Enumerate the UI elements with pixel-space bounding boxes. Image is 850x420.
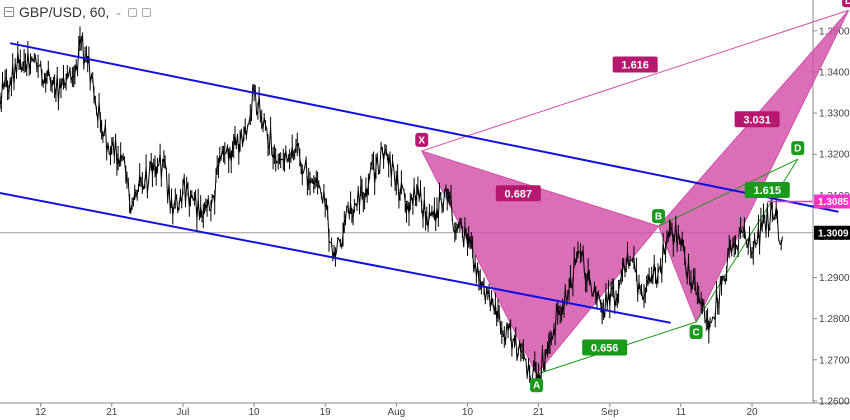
harmonic-bd-line[interactable]: [658, 158, 798, 227]
point-label-d-bearish-bg: [791, 141, 805, 156]
target-price-tag: 1.3085: [818, 197, 849, 208]
point-label-b: B: [655, 212, 662, 223]
point-label-a: A: [533, 381, 540, 392]
x-tick-label: 11: [676, 407, 687, 418]
y-tick-label: 1.3400: [819, 67, 850, 78]
channel-line-lower[interactable]: [0, 187, 671, 324]
settings-icon[interactable]: [141, 7, 151, 17]
ratio-label-bg: [495, 185, 541, 202]
collapse-icon[interactable]: [4, 7, 14, 17]
point-label-x-bg: [415, 132, 429, 147]
current-price-tag-bg: [814, 225, 850, 240]
point-label-c: C: [693, 327, 700, 338]
ratio-label: 3.031: [743, 114, 771, 126]
point-label-d-bullish: D: [845, 0, 850, 7]
chevron-down-icon[interactable]: ⌄: [114, 6, 123, 18]
x-tick-label: 10: [462, 407, 474, 418]
symbol-title: GBP/USD, 60,: [19, 4, 110, 20]
y-tick-label: 1.3300: [819, 109, 850, 120]
ratio-label-bg: [744, 181, 790, 198]
y-tick-label: 1.2600: [819, 396, 850, 407]
ratio-label-bg: [612, 56, 658, 73]
x-tick-label: Sep: [601, 407, 619, 418]
ratio-label-bg: [582, 339, 628, 356]
y-tick-label: 1.2800: [819, 314, 850, 325]
target-price-tag-bg: [814, 194, 850, 209]
channel-line-upper[interactable]: [9, 42, 839, 213]
price-series[interactable]: [0, 26, 783, 387]
point-label-x: X: [418, 135, 425, 146]
x-tick-label: 10: [249, 407, 261, 418]
y-tick-label: 1.2900: [819, 273, 850, 284]
x-tick-label: 12: [35, 407, 47, 418]
x-tick-label: 19: [320, 407, 332, 418]
x-tick-label: 21: [533, 407, 545, 418]
x-tick-label: Aug: [387, 407, 405, 418]
visibility-icon[interactable]: [127, 7, 137, 17]
x-tick-label: 21: [106, 407, 118, 418]
x-tick-label: 20: [746, 407, 758, 418]
current-price-tag: 1.3009: [818, 228, 849, 239]
ratio-label-bg: [734, 111, 780, 128]
x-tick-label: Jul: [177, 407, 190, 418]
point-label-c-bg: [689, 324, 703, 339]
point-label-b-bg: [652, 209, 666, 224]
y-tick-label: 1.2700: [819, 355, 850, 366]
ratio-label: 1.615: [754, 185, 782, 197]
y-tick-label: 1.3200: [819, 150, 850, 161]
point-label-d-bullish-bg: [842, 0, 850, 8]
point-label-a-bg: [530, 378, 544, 393]
harmonic-xd-line[interactable]: [421, 9, 849, 152]
chart-header: GBP/USD, 60, ⌄: [4, 2, 151, 22]
ratio-label: 1.616: [621, 60, 649, 72]
ratio-label: 0.656: [591, 342, 619, 354]
ratio-label: 0.687: [505, 188, 533, 200]
point-label-d-bearish: D: [794, 144, 801, 155]
